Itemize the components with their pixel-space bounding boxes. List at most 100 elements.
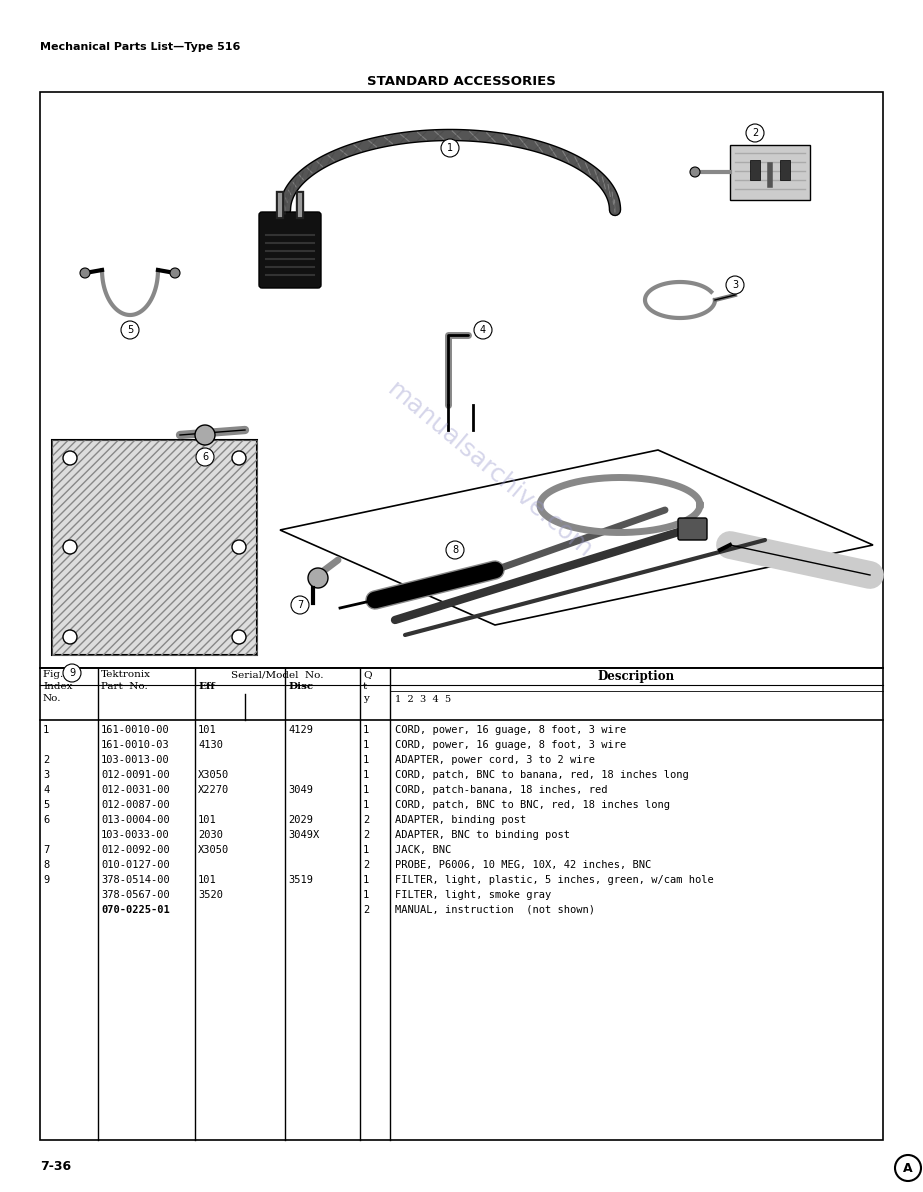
Text: STANDARD ACCESSORIES: STANDARD ACCESSORIES — [367, 75, 556, 88]
Text: 2: 2 — [363, 905, 369, 915]
Text: 1: 1 — [363, 755, 369, 765]
Text: 5: 5 — [43, 800, 49, 811]
Circle shape — [63, 540, 77, 554]
Text: CORD, power, 16 guage, 8 foot, 3 wire: CORD, power, 16 guage, 8 foot, 3 wire — [395, 740, 626, 750]
Text: 5: 5 — [126, 325, 133, 335]
Text: 4129: 4129 — [288, 725, 313, 735]
Text: 161-0010-03: 161-0010-03 — [101, 740, 170, 750]
Circle shape — [895, 1155, 921, 1181]
Circle shape — [80, 268, 90, 278]
Circle shape — [63, 451, 77, 465]
Circle shape — [446, 541, 464, 559]
Text: 1: 1 — [363, 875, 369, 884]
Circle shape — [232, 451, 246, 465]
Text: 1: 1 — [363, 800, 369, 811]
Text: 3520: 3520 — [198, 890, 223, 900]
Text: Mechanical Parts List—Type 516: Mechanical Parts List—Type 516 — [40, 42, 240, 52]
Text: FILTER, light, smoke gray: FILTER, light, smoke gray — [395, 890, 551, 900]
Text: 1: 1 — [363, 890, 369, 900]
Text: A: A — [904, 1161, 913, 1174]
Text: FILTER, light, plastic, 5 inches, green, w/cam hole: FILTER, light, plastic, 5 inches, green,… — [395, 875, 713, 884]
Circle shape — [308, 569, 328, 588]
Text: Disc: Disc — [288, 682, 313, 691]
Text: 1: 1 — [447, 143, 453, 153]
Text: 1: 1 — [363, 740, 369, 750]
Text: Index: Index — [43, 682, 73, 691]
Circle shape — [121, 321, 139, 339]
Circle shape — [170, 268, 180, 278]
Circle shape — [63, 664, 81, 682]
Bar — [780, 160, 790, 180]
Text: Description: Description — [598, 670, 675, 683]
Circle shape — [232, 631, 246, 644]
Circle shape — [232, 540, 246, 554]
Text: X3050: X3050 — [198, 845, 229, 855]
Text: 012-0092-00: 012-0092-00 — [101, 845, 170, 855]
Text: 9: 9 — [43, 875, 49, 884]
FancyBboxPatch shape — [678, 519, 707, 540]
Text: 1: 1 — [43, 725, 49, 735]
Circle shape — [291, 596, 309, 614]
Text: 7: 7 — [43, 845, 49, 855]
Text: 1: 1 — [363, 845, 369, 855]
Text: 3519: 3519 — [288, 875, 313, 884]
Text: PROBE, P6006, 10 MEG, 10X, 42 inches, BNC: PROBE, P6006, 10 MEG, 10X, 42 inches, BN… — [395, 859, 652, 870]
Text: JACK, BNC: JACK, BNC — [395, 845, 451, 855]
Text: 7-36: 7-36 — [40, 1160, 71, 1173]
Text: 2: 2 — [363, 859, 369, 870]
Text: 8: 8 — [452, 545, 458, 555]
Bar — [40, 668, 883, 1140]
Text: 2: 2 — [363, 830, 369, 840]
Text: 378-0514-00: 378-0514-00 — [101, 875, 170, 884]
Text: 161-0010-00: 161-0010-00 — [101, 725, 170, 735]
Text: 7: 7 — [297, 600, 303, 610]
Bar — [750, 160, 760, 180]
FancyBboxPatch shape — [259, 212, 321, 288]
Text: 3049X: 3049X — [288, 830, 319, 840]
Circle shape — [196, 448, 214, 466]
Text: 1  2  3  4  5: 1 2 3 4 5 — [395, 695, 451, 704]
Circle shape — [195, 426, 215, 445]
Text: 101: 101 — [198, 725, 217, 735]
Text: 101: 101 — [198, 875, 217, 884]
Text: Eff: Eff — [198, 682, 215, 691]
Text: 3049: 3049 — [288, 786, 313, 795]
Text: 012-0087-00: 012-0087-00 — [101, 800, 170, 811]
Text: Q: Q — [363, 670, 372, 679]
Text: CORD, patch-banana, 18 inches, red: CORD, patch-banana, 18 inches, red — [395, 786, 607, 795]
Text: 013-0004-00: 013-0004-00 — [101, 815, 170, 825]
Text: y: y — [363, 694, 369, 703]
Text: Part  No.: Part No. — [101, 682, 148, 691]
Text: 012-0031-00: 012-0031-00 — [101, 786, 170, 795]
Circle shape — [474, 321, 492, 339]
Text: 010-0127-00: 010-0127-00 — [101, 859, 170, 870]
Text: 1: 1 — [363, 770, 369, 780]
Text: X3050: X3050 — [198, 770, 229, 780]
Text: 1: 1 — [363, 786, 369, 795]
Text: 1: 1 — [363, 725, 369, 735]
Text: 2: 2 — [363, 815, 369, 825]
Text: t: t — [363, 682, 367, 691]
Text: 3: 3 — [732, 280, 738, 290]
Text: 101: 101 — [198, 815, 217, 825]
Text: 2: 2 — [43, 755, 49, 765]
Text: 070-0225-01: 070-0225-01 — [101, 905, 170, 915]
Bar — [40, 92, 883, 668]
Text: Tektronix: Tektronix — [101, 670, 151, 679]
Text: No.: No. — [43, 694, 62, 703]
Text: 2030: 2030 — [198, 830, 223, 840]
Text: 6: 6 — [43, 815, 49, 825]
Text: 2029: 2029 — [288, 815, 313, 825]
Bar — [52, 440, 257, 654]
Text: 2: 2 — [752, 128, 758, 138]
Text: CORD, power, 16 guage, 8 foot, 3 wire: CORD, power, 16 guage, 8 foot, 3 wire — [395, 725, 626, 735]
Text: Serial/Model  No.: Serial/Model No. — [232, 670, 324, 679]
Text: 4130: 4130 — [198, 740, 223, 750]
Text: 9: 9 — [69, 668, 75, 678]
Text: ADAPTER, binding post: ADAPTER, binding post — [395, 815, 526, 825]
Text: ADAPTER, BNC to binding post: ADAPTER, BNC to binding post — [395, 830, 570, 840]
Text: Fig. &: Fig. & — [43, 670, 76, 679]
Text: 3: 3 — [43, 770, 49, 780]
Text: manualsarchive.com: manualsarchive.com — [383, 377, 597, 563]
Bar — [52, 440, 257, 654]
